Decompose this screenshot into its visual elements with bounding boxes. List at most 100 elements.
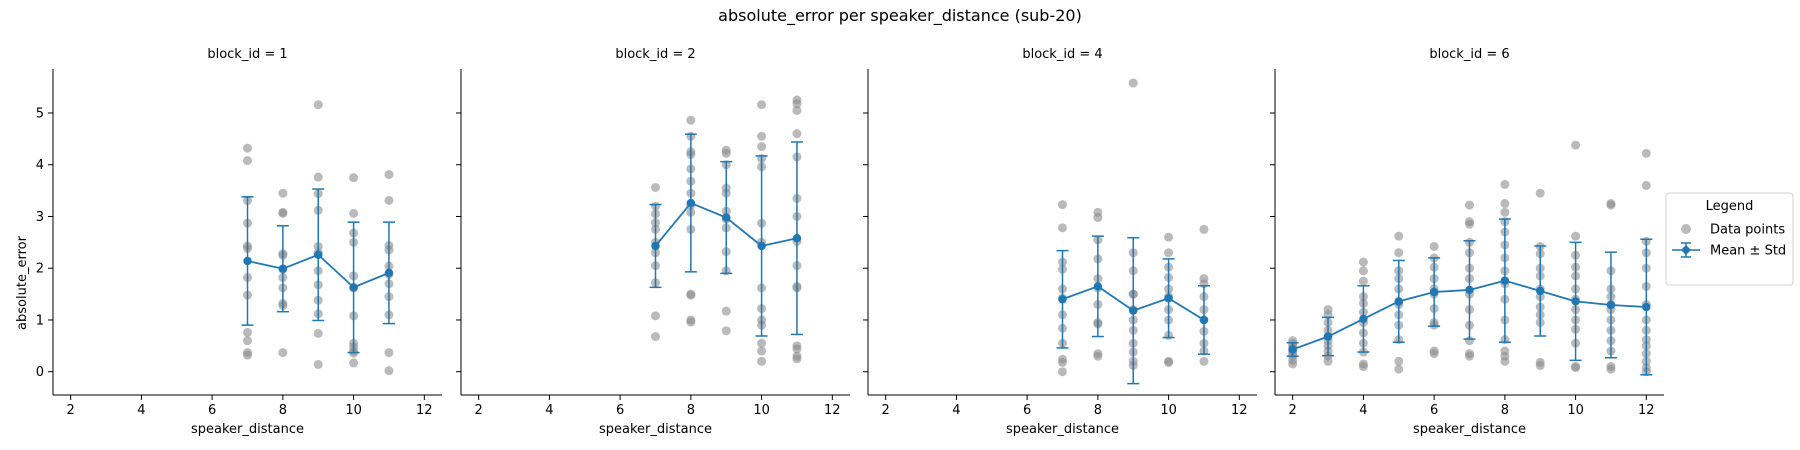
data-point — [278, 188, 288, 198]
data-point — [1571, 363, 1581, 373]
data-point — [1058, 200, 1067, 210]
data-point — [1058, 223, 1067, 233]
mean-point — [1394, 297, 1403, 306]
x-tick-label: 12 — [416, 403, 433, 418]
panel-title: block_id = 4 — [1022, 47, 1102, 62]
data-point — [313, 100, 323, 110]
y-tick-label: 0 — [36, 365, 44, 380]
mean-point — [1164, 294, 1173, 303]
x-tick-label: 4 — [545, 403, 553, 418]
data-point — [313, 172, 323, 182]
data-point — [1606, 364, 1616, 374]
mean-point — [1199, 315, 1209, 325]
data-point — [1641, 148, 1651, 158]
data-point — [1164, 248, 1174, 258]
data-point — [792, 105, 802, 115]
x-tick-label: 10 — [345, 403, 362, 418]
x-axis-label: speaker_distance — [191, 422, 304, 437]
data-point — [1128, 78, 1138, 88]
data-point — [686, 317, 696, 327]
data-point — [1429, 349, 1439, 359]
y-tick-label: 3 — [36, 210, 44, 225]
y-tick-label: 4 — [36, 158, 44, 173]
panel-4: block_id = 6 2 4 6 8 10 12 speaker_distance — [1270, 47, 1664, 437]
panel-title: block_id = 6 — [1429, 47, 1509, 62]
x-axis-label: speaker_distance — [1413, 422, 1526, 437]
mean-point — [722, 213, 731, 222]
y-tick-label: 1 — [36, 313, 44, 328]
y-axis-label: absolute_error — [15, 235, 30, 330]
data-point — [1394, 356, 1404, 366]
mean-point — [1642, 302, 1651, 312]
data-point — [651, 332, 660, 342]
data-point — [349, 358, 359, 368]
mean-point — [1571, 297, 1580, 306]
data-point — [1606, 200, 1616, 210]
x-axis-label: speaker_distance — [599, 422, 712, 437]
panel-2: block_id = 2 2 4 6 8 10 12 speaker_distance — [456, 47, 850, 437]
data-point — [721, 326, 731, 336]
mean-point — [1500, 276, 1510, 285]
mean-point — [1606, 300, 1616, 310]
mean-point — [1129, 306, 1138, 315]
legend-marker-mean-diamond — [1681, 245, 1691, 255]
x-tick-label: 8 — [279, 403, 287, 418]
data-point — [243, 327, 252, 337]
data-point — [1394, 248, 1404, 258]
data-point — [384, 348, 394, 358]
data-point — [313, 359, 323, 369]
data-point — [384, 170, 394, 180]
mean-point — [349, 283, 358, 292]
data-point — [1358, 276, 1368, 286]
data-point — [1323, 356, 1333, 366]
legend-frame — [1665, 192, 1794, 286]
mean-point — [278, 264, 288, 273]
data-point — [1571, 231, 1581, 241]
x-tick-label: 10 — [1567, 403, 1584, 418]
x-tick-label: 8 — [687, 403, 695, 418]
data-point — [1358, 266, 1368, 276]
data-point — [1394, 364, 1404, 374]
mean-point — [1465, 285, 1474, 295]
data-point — [1358, 362, 1368, 372]
data-point — [1535, 361, 1545, 371]
panel-title: block_id = 2 — [615, 47, 695, 62]
data-point — [651, 311, 660, 321]
data-point — [243, 143, 252, 153]
mean-point — [757, 241, 766, 251]
figure-title: absolute_error per speaker_distance (sub… — [718, 6, 1082, 26]
data-point — [1358, 257, 1368, 267]
mean-point — [1093, 282, 1103, 291]
mean-point — [1429, 287, 1439, 297]
data-point — [243, 350, 252, 360]
data-point — [1199, 224, 1209, 234]
panel-3: block_id = 4 2 4 6 8 10 12 speaker_distance — [863, 47, 1257, 437]
data-point — [1500, 179, 1510, 189]
data-point — [313, 328, 323, 338]
data-point — [243, 336, 252, 346]
x-tick-label: 8 — [1094, 403, 1102, 418]
data-point — [757, 131, 767, 141]
data-point — [721, 148, 731, 158]
y-tick-label: 2 — [36, 262, 44, 277]
data-point — [1093, 213, 1103, 223]
data-point — [721, 306, 731, 316]
x-tick-label: 2 — [882, 403, 890, 418]
x-tick-label: 10 — [1160, 403, 1177, 418]
x-tick-label: 6 — [1430, 403, 1438, 418]
x-tick-label: 12 — [824, 403, 841, 418]
legend-title: Legend — [1706, 199, 1754, 214]
data-point — [792, 129, 802, 139]
x-tick-label: 4 — [952, 403, 960, 418]
data-point — [1288, 359, 1298, 369]
x-tick-label: 2 — [475, 403, 483, 418]
x-tick-label: 2 — [67, 403, 75, 418]
data-point — [1394, 231, 1404, 241]
panel-title: block_id = 1 — [207, 47, 287, 62]
data-point — [757, 338, 767, 348]
mean-point — [1359, 314, 1368, 324]
data-point — [757, 346, 767, 356]
x-tick-label: 4 — [137, 403, 145, 418]
data-point — [1058, 367, 1067, 377]
data-point — [1429, 241, 1439, 251]
